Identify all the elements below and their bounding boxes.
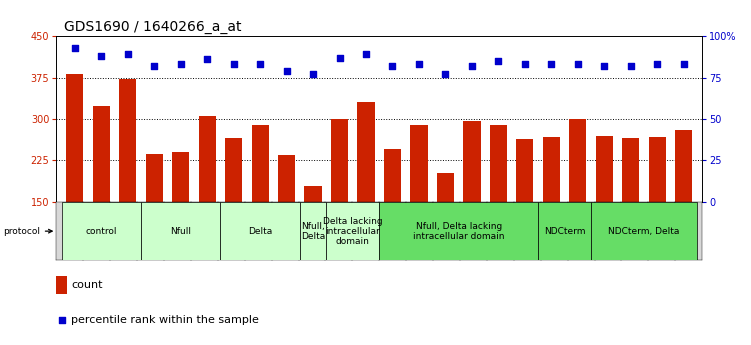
Text: protocol: protocol (3, 227, 52, 236)
Point (545, 62, 557, 67)
Bar (490, 125, 507, 285)
Bar (649, 137, 666, 285)
Text: GDS1690 / 1640266_a_at: GDS1690 / 1640266_a_at (64, 20, 241, 34)
Point (651, 62, 663, 67)
Point (95, 53, 107, 59)
Text: GSM53390: GSM53390 (227, 205, 236, 254)
Text: GSM53389: GSM53389 (604, 205, 613, 254)
Bar (622, 138, 639, 285)
Text: GSM53411: GSM53411 (523, 205, 532, 254)
Text: Delta lacking
intracellular
domain: Delta lacking intracellular domain (323, 217, 382, 246)
Point (519, 62, 531, 67)
Point (122, 52, 134, 57)
Text: GSM53401: GSM53401 (254, 205, 263, 254)
Text: GSM53407: GSM53407 (684, 205, 693, 254)
Bar (379, 202, 538, 260)
Text: GSM53404: GSM53404 (577, 205, 586, 254)
Text: NDCterm: NDCterm (544, 227, 585, 236)
Text: GSM53388: GSM53388 (334, 205, 343, 254)
Bar (221, 202, 300, 260)
Bar (56, 276, 68, 294)
Text: GSM53403: GSM53403 (119, 205, 128, 254)
Point (360, 52, 372, 57)
Bar (119, 79, 137, 285)
Bar (252, 125, 269, 285)
Point (413, 62, 425, 67)
Bar (278, 155, 295, 285)
Bar (357, 102, 375, 285)
Point (254, 62, 266, 67)
Point (148, 63, 160, 69)
Text: Nfull,
Delta: Nfull, Delta (301, 221, 325, 241)
Bar (516, 139, 533, 285)
Bar (463, 121, 481, 285)
Bar (675, 130, 692, 285)
Text: Delta: Delta (248, 227, 273, 236)
Bar (146, 154, 163, 285)
Point (246, 168, 258, 174)
Point (387, 63, 399, 69)
Point (677, 62, 689, 67)
Point (599, 63, 611, 69)
Point (228, 62, 240, 67)
Point (175, 62, 187, 67)
Text: GSM53408: GSM53408 (200, 205, 209, 254)
Point (307, 71, 319, 77)
Bar (141, 202, 221, 260)
Bar (591, 202, 697, 260)
Bar (538, 202, 591, 260)
Text: GSM53410: GSM53410 (496, 205, 505, 254)
Text: GSM53399: GSM53399 (173, 205, 182, 254)
Point (466, 63, 478, 69)
Bar (304, 186, 321, 285)
Text: NDCterm, Delta: NDCterm, Delta (608, 227, 680, 236)
Bar (66, 74, 83, 285)
Text: GSM53405: GSM53405 (442, 205, 451, 254)
Text: GSM53396: GSM53396 (92, 205, 101, 254)
Point (281, 68, 293, 74)
Bar (92, 106, 110, 285)
Point (439, 71, 451, 77)
Text: Nfull: Nfull (170, 227, 192, 236)
Text: count: count (71, 280, 103, 290)
Bar (198, 116, 216, 285)
Text: percentile rank within the sample: percentile rank within the sample (71, 315, 259, 325)
Bar (172, 152, 189, 285)
Bar (331, 119, 348, 285)
Text: GSM53400: GSM53400 (415, 205, 424, 254)
Bar (410, 125, 427, 285)
Bar (327, 202, 379, 260)
Text: GSM53398: GSM53398 (361, 205, 370, 254)
Text: GSM53395: GSM53395 (550, 205, 559, 254)
Bar (437, 173, 454, 285)
Point (333, 55, 345, 60)
Bar (62, 202, 141, 260)
Text: GSM53406: GSM53406 (281, 205, 290, 254)
Point (493, 58, 505, 64)
Bar (569, 119, 587, 285)
Bar (596, 136, 613, 285)
Text: GSM53391: GSM53391 (630, 205, 639, 254)
Text: GSM53402: GSM53402 (307, 205, 316, 254)
Text: GSM53409: GSM53409 (469, 205, 478, 254)
Text: Nfull, Delta lacking
intracellular domain: Nfull, Delta lacking intracellular domai… (413, 221, 505, 241)
Text: GSM53393: GSM53393 (65, 205, 74, 254)
Bar (225, 138, 243, 285)
Text: GSM53397: GSM53397 (146, 205, 155, 254)
Text: GSM53394: GSM53394 (657, 205, 666, 254)
Point (625, 63, 637, 69)
Bar (543, 137, 560, 285)
Text: GSM53392: GSM53392 (388, 205, 397, 254)
Point (201, 57, 213, 62)
Point (69, 45, 81, 51)
Point (572, 62, 584, 67)
Text: control: control (86, 227, 117, 236)
Bar (300, 202, 327, 260)
Bar (384, 149, 401, 285)
